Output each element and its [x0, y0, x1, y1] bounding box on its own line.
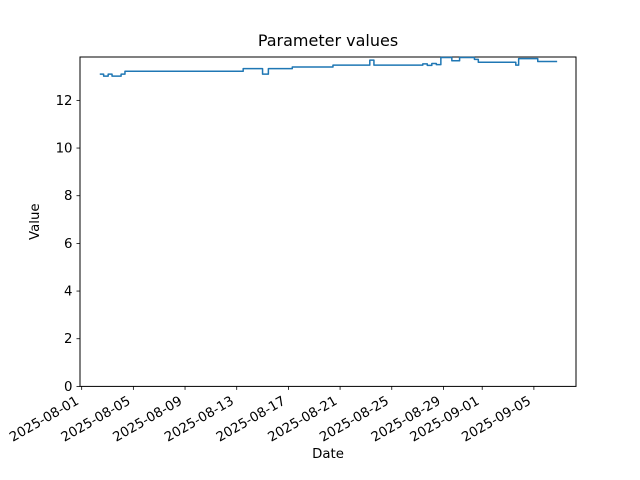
- y-axis-label: Value: [28, 203, 43, 240]
- y-tick-label: 8: [64, 189, 72, 204]
- y-tick-label: 2: [64, 332, 72, 347]
- y-tick-label: 0: [64, 380, 72, 395]
- y-tick-label: 10: [56, 142, 73, 157]
- chart-title: Parameter values: [258, 31, 398, 50]
- x-axis-label: Date: [312, 447, 344, 462]
- y-tick-label: 12: [56, 94, 73, 109]
- y-tick-label: 4: [64, 285, 72, 300]
- y-tick-label: 6: [64, 237, 72, 252]
- y-axis-ticks: 0 2 4 6 8 10 12: [56, 94, 80, 395]
- data-line-series: [99, 56, 558, 77]
- plot-area: [79, 56, 577, 387]
- x-axis-ticks: 2025-08-012025-08-052025-08-092025-08-13…: [7, 386, 535, 446]
